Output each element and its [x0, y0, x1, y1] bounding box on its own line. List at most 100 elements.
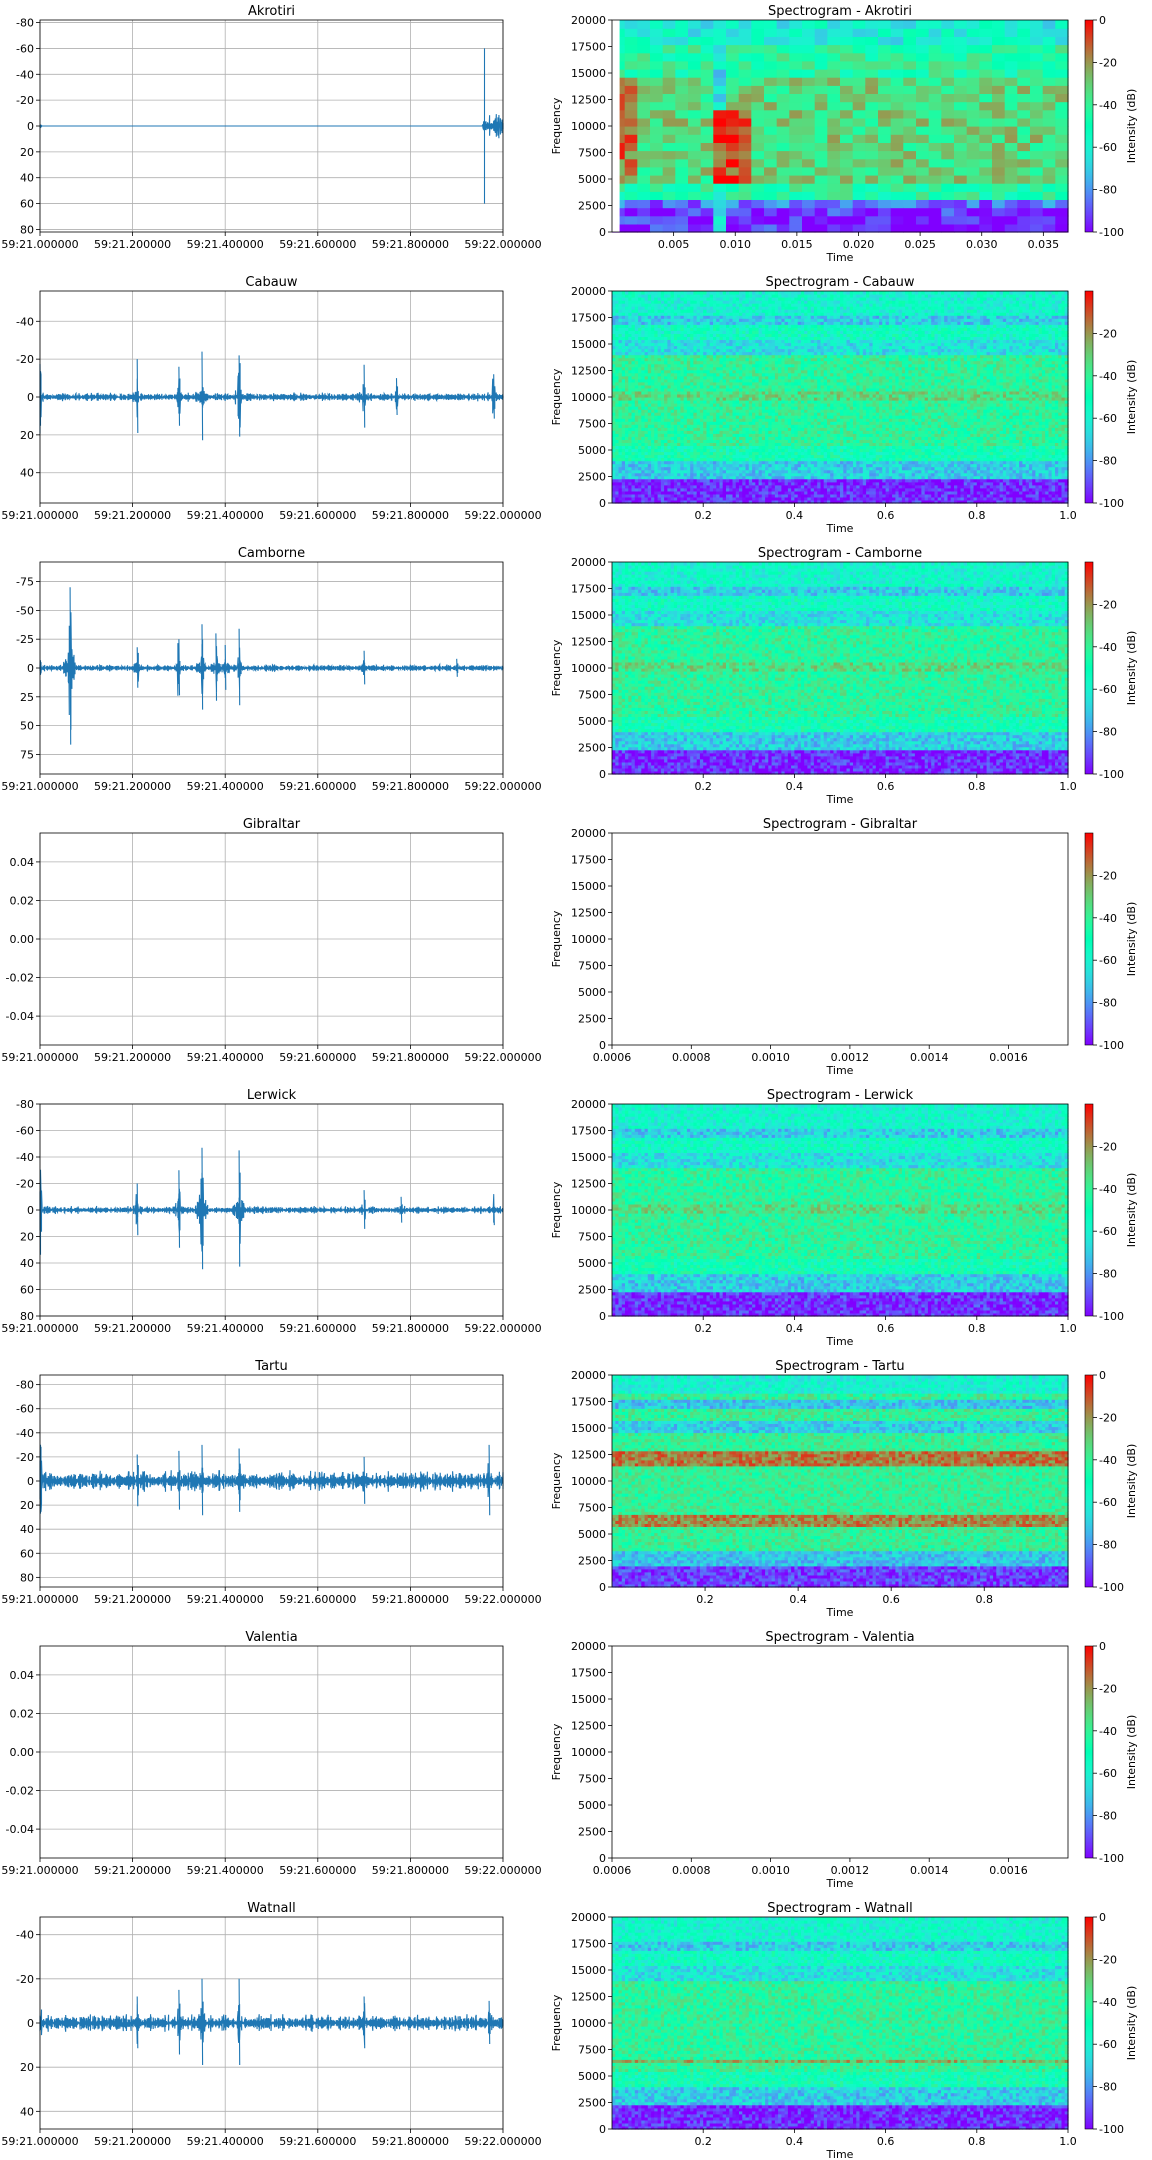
spectrogram-cell — [967, 175, 980, 184]
spectrogram-cell — [916, 175, 929, 184]
spectrogram-cell — [840, 126, 853, 135]
spectrogram-cell — [840, 175, 853, 184]
spectrogram-cell — [853, 110, 866, 119]
y-tick-label: 0 — [27, 391, 34, 404]
spectrogram-cell — [789, 85, 802, 94]
spectrogram-cell — [701, 191, 714, 200]
spectrogram-cell — [739, 102, 752, 111]
spectrogram-cell — [840, 36, 853, 45]
spectrogram-cell — [701, 208, 714, 217]
spectrogram-cell — [675, 151, 688, 160]
spectrogram-cell — [840, 85, 853, 94]
spectrogram-cell — [992, 110, 1005, 119]
spectrogram-cell — [840, 216, 853, 225]
spectrogram-cell — [1017, 216, 1030, 225]
spectrogram-cell — [751, 142, 764, 151]
spectrogram-cell — [663, 93, 676, 102]
spectrogram-cell — [954, 142, 967, 151]
spectrogram-cell — [979, 28, 992, 37]
spectrogram-cell — [992, 28, 1005, 37]
spectrogram-cell — [815, 102, 828, 111]
spectrogram-cell — [827, 102, 840, 111]
spectrogram-cell — [650, 85, 663, 94]
spectrogram-cell — [840, 208, 853, 217]
spectrogram-cell — [916, 69, 929, 78]
spectrogram-cell — [789, 199, 802, 208]
spectrogram-cell — [865, 134, 878, 143]
spectrogram-cell — [865, 110, 878, 119]
spectrogram-cell — [941, 167, 954, 176]
spectrogram-cell — [967, 118, 980, 127]
spectrogram-cell — [751, 126, 764, 135]
spectrogram-cell — [777, 142, 790, 151]
spectrogram-cell — [625, 216, 638, 225]
spectrogram-cell — [891, 61, 904, 70]
spectrogram-cell — [853, 28, 866, 37]
waveform-title: Cabauw — [245, 275, 298, 290]
spectrogram-cell — [675, 134, 688, 143]
spectrogram-cell — [979, 110, 992, 119]
spectrogram-cell — [751, 36, 764, 45]
spectrogram-cell — [954, 191, 967, 200]
spectrogram-cell — [853, 159, 866, 168]
spectrogram-cell — [650, 20, 663, 29]
spectrogram-cell — [903, 191, 916, 200]
spectrogram-cell — [701, 151, 714, 160]
spectrogram-cell — [941, 61, 954, 70]
spectrogram-cell — [1005, 167, 1018, 176]
spectrogram-cell — [1030, 126, 1043, 135]
spectrogram-cell — [739, 134, 752, 143]
spectrogram-cell — [1017, 142, 1030, 151]
spectrogram-cell — [675, 199, 688, 208]
spectrogram-cell — [802, 167, 815, 176]
spectrogram-cell — [929, 69, 942, 78]
spectrogram-cell — [802, 224, 815, 233]
spectrogram-cell — [764, 134, 777, 143]
spectrogram-cell — [764, 191, 777, 200]
spectrogram-cell — [1005, 159, 1018, 168]
spectrogram-cell — [929, 45, 942, 54]
spectrogram-cell — [878, 175, 891, 184]
spectrogram-cell — [1005, 175, 1018, 184]
spectrogram-cell — [979, 151, 992, 160]
y-tick-label: 7500 — [578, 147, 606, 160]
spectrogram-cell — [865, 102, 878, 111]
spectrogram-cell — [1005, 69, 1018, 78]
spectrogram-cell — [1055, 199, 1068, 208]
spectrogram-cell — [688, 224, 701, 233]
spectrogram-cell — [967, 224, 980, 233]
spectrogram-panel-cabauw: 025005000750010000125001500017500200000.… — [550, 275, 1138, 535]
spectrogram-cell — [827, 151, 840, 160]
spectrogram-cell — [663, 118, 676, 127]
spectrogram-cell — [789, 28, 802, 37]
spectrogram-cell — [853, 77, 866, 86]
spectrogram-cell — [903, 36, 916, 45]
spectrogram-cell — [992, 45, 1005, 54]
spectrogram-cell — [827, 126, 840, 135]
colorbar-tick-label: -100 — [1099, 226, 1124, 239]
spectrogram-cell — [992, 93, 1005, 102]
spectrogram-cell — [815, 20, 828, 29]
spectrogram-cell — [675, 53, 688, 62]
spectrogram-cell — [903, 159, 916, 168]
spectrogram-cell — [726, 118, 739, 127]
spectrogram-cell — [789, 61, 802, 70]
spectrogram-cell — [1005, 20, 1018, 29]
spectrogram-cell — [688, 45, 701, 54]
spectrogram-cell — [992, 36, 1005, 45]
spectrogram-cell — [992, 191, 1005, 200]
spectrogram-cell — [954, 110, 967, 119]
spectrogram-cell — [979, 77, 992, 86]
spectrogram-cell — [777, 20, 790, 29]
spectrogram-cell — [853, 53, 866, 62]
spectrogram-cell — [701, 126, 714, 135]
spectrogram-cell — [764, 151, 777, 160]
spectrogram-cell — [663, 175, 676, 184]
spectrogram-cell — [1005, 53, 1018, 62]
spectrogram-cell — [916, 102, 929, 111]
spectrogram-cell — [713, 85, 726, 94]
spectrogram-cell — [625, 28, 638, 37]
spectrogram-cell — [878, 20, 891, 29]
spectrogram-cell — [1030, 167, 1043, 176]
spectrogram-cell — [802, 102, 815, 111]
